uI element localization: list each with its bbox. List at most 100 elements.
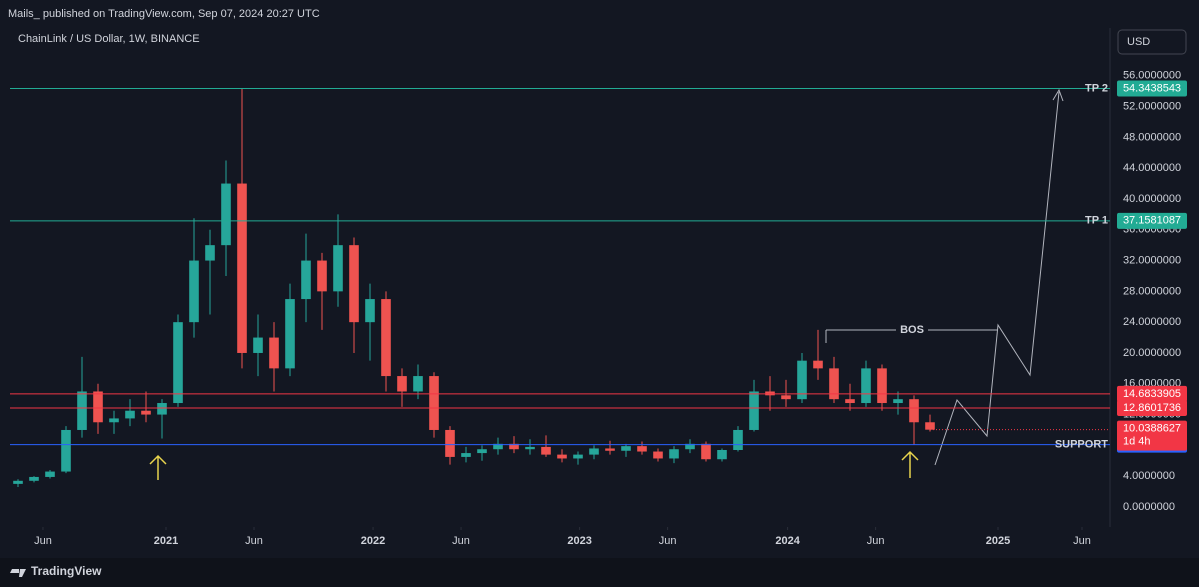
x-tick-label: Jun — [452, 535, 470, 547]
candle-body — [413, 376, 423, 392]
candle-body — [669, 449, 679, 459]
bos-label: BOS — [900, 324, 924, 336]
level-label: TP 2 — [1085, 82, 1108, 94]
symbol-title: ChainLink / US Dollar, 1W, BINANCE — [18, 33, 200, 45]
y-tick-label: 56.0000000 — [1123, 70, 1181, 82]
candle-body — [61, 429, 71, 472]
y-tick-label: 20.0000000 — [1123, 347, 1181, 359]
price-badge — [1117, 399, 1187, 416]
x-tick-label: Jun — [245, 535, 263, 547]
candle-body — [797, 360, 807, 400]
candle-body — [445, 429, 455, 457]
y-tick-label: 28.0000000 — [1123, 285, 1181, 297]
y-tick-label: 48.0000000 — [1123, 131, 1181, 143]
y-tick-label: 24.0000000 — [1123, 316, 1181, 328]
x-tick-label: Jun — [34, 535, 52, 547]
candle-body — [93, 391, 103, 423]
candle-body — [829, 368, 839, 400]
candle-body — [637, 446, 647, 452]
candle-body — [29, 476, 39, 481]
candle-body — [189, 260, 199, 323]
candle-body — [77, 391, 87, 430]
candle-body — [733, 429, 743, 450]
y-tick-label: 0.0000000 — [1123, 501, 1175, 513]
x-tick-label: Jun — [1073, 535, 1091, 547]
level-label: TP 1 — [1085, 215, 1108, 227]
price-badge-text: 14.6833905 — [1123, 388, 1181, 400]
candle-body — [589, 448, 599, 455]
countdown-text: 1d 4h — [1123, 436, 1151, 448]
logo-icon — [10, 569, 26, 577]
candle-body — [509, 443, 519, 450]
candle-body — [285, 299, 295, 369]
candle-body — [349, 245, 359, 323]
candle-body — [541, 446, 551, 455]
candle-body — [381, 299, 391, 377]
x-tick-label: 2023 — [567, 535, 591, 547]
candle-body — [157, 403, 167, 415]
candle-body — [493, 443, 503, 450]
candle-body — [621, 446, 631, 451]
publish-info: Mails_ published on TradingView.com, Sep… — [8, 8, 320, 20]
last-price-text: 10.0388627 — [1123, 423, 1181, 435]
x-tick-label: 2025 — [986, 535, 1010, 547]
candle-body — [429, 376, 439, 430]
price-badge — [1117, 80, 1187, 97]
candle-body — [717, 449, 727, 460]
y-tick-label: 4.0000000 — [1123, 470, 1175, 482]
candle-body — [525, 446, 535, 450]
x-tick-label: Jun — [659, 535, 677, 547]
candle-body — [397, 376, 407, 392]
candle-body — [269, 337, 279, 369]
y-tick-label: 44.0000000 — [1123, 162, 1181, 174]
candle-body — [173, 322, 183, 404]
candle-body — [845, 399, 855, 404]
candle-body — [605, 448, 615, 451]
price-badge-text: 37.1581087 — [1123, 215, 1181, 227]
candle-body — [253, 337, 263, 353]
candle-body — [237, 183, 247, 353]
candle-body — [461, 453, 471, 457]
last-price-badge — [1117, 420, 1187, 451]
candle-body — [893, 399, 903, 404]
candle-body — [861, 368, 871, 404]
candle-body — [781, 395, 791, 400]
candle-body — [365, 299, 375, 323]
arrow-marker — [901, 450, 919, 478]
candle-body — [221, 183, 231, 246]
candle-body — [45, 471, 55, 477]
arrow-marker — [149, 454, 167, 480]
candle-body — [109, 418, 119, 423]
currency: USD — [1127, 36, 1150, 48]
candle-body — [685, 443, 695, 450]
x-tick-label: 2022 — [361, 535, 385, 547]
x-tick-label: Jun — [867, 535, 885, 547]
projection-path — [934, 91, 1060, 466]
price-badge — [1117, 212, 1187, 229]
candle-body — [557, 454, 567, 459]
footer-bar — [0, 558, 1199, 587]
candle-body — [909, 399, 919, 423]
price-badge-text: 54.3438543 — [1123, 82, 1181, 94]
candle-body — [301, 260, 311, 300]
candle-body — [141, 410, 151, 415]
candle-body — [765, 391, 775, 396]
candle-body — [125, 410, 135, 419]
price-badge-text: 12.8601736 — [1123, 402, 1181, 414]
price-badge — [1117, 385, 1187, 402]
candle-body — [925, 422, 935, 430]
candle-body — [13, 480, 23, 484]
y-tick-label: 52.0000000 — [1123, 100, 1181, 112]
y-tick-label: 40.0000000 — [1123, 193, 1181, 205]
y-tick-label: 32.0000000 — [1123, 254, 1181, 266]
currency-button[interactable] — [1117, 29, 1187, 55]
candle-body — [573, 454, 583, 459]
level-label: SUPPORT — [1055, 439, 1108, 451]
projection-arrowhead — [1052, 88, 1064, 102]
candle-body — [701, 443, 711, 460]
brand: TradingView — [31, 564, 102, 578]
x-tick-label: 2021 — [154, 535, 178, 547]
candle-body — [877, 368, 887, 404]
